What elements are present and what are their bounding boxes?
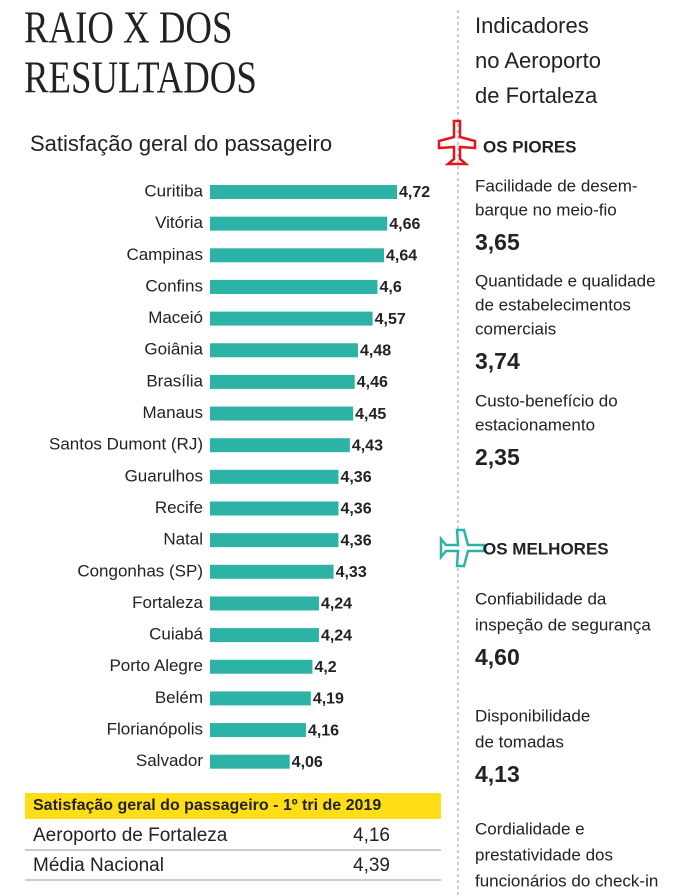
value-label: 4,2: [314, 659, 336, 676]
value-label: 4,33: [336, 564, 367, 581]
value-label: 4,46: [357, 374, 388, 391]
table-cell: 4,16: [353, 825, 390, 846]
value-label: 4,72: [399, 184, 430, 201]
indicator-label: Confiabilidade da: [475, 589, 607, 608]
section-heading: OS PIORES: [483, 137, 577, 156]
bar: [210, 406, 354, 421]
table-header: Satisfação geral do passageiro - 1º tri …: [33, 797, 381, 814]
indicator-value: 3,65: [475, 229, 520, 255]
value-label: 4,36: [340, 469, 371, 486]
bar: [210, 374, 355, 389]
bar: [210, 723, 306, 738]
category-label: Natal: [163, 530, 203, 549]
indicator-value: 4,13: [475, 761, 520, 787]
bar: [210, 343, 358, 358]
table-header-bg: [25, 793, 441, 819]
category-label: Vitória: [155, 213, 203, 232]
indicator-label: de estabelecimentos: [475, 295, 631, 314]
indicator-label: inspeção de segurança: [475, 615, 651, 634]
category-label: Recife: [155, 498, 203, 517]
chart-title: Satisfação geral do passageiro: [30, 131, 332, 156]
value-label: 4,24: [321, 596, 352, 613]
value-label: 4,36: [340, 501, 371, 518]
value-label: 4,43: [352, 437, 383, 454]
indicator-label: Custo-benefício do: [475, 391, 618, 410]
indicator-label: barque no meio-fio: [475, 200, 617, 219]
indicator-label: Cordialidade e: [475, 819, 585, 838]
category-label: Goiânia: [144, 340, 203, 359]
value-label: 4,16: [308, 722, 339, 739]
indicator-value: 4,60: [475, 644, 520, 670]
category-label: Cuiabá: [149, 625, 203, 644]
section-heading: OS MELHORES: [483, 539, 609, 558]
indicator-label: Disponibilidade: [475, 706, 590, 725]
table-cell: 4,39: [353, 855, 390, 876]
value-label: 4,06: [292, 754, 323, 771]
indicator-label: funcionários do check-in: [475, 871, 658, 890]
table-cell: Média Nacional: [33, 855, 164, 876]
category-label: Salvador: [136, 751, 203, 770]
bar: [210, 533, 339, 548]
indicator-label: prestatividade dos: [475, 845, 613, 864]
bar: [210, 659, 313, 674]
indicator-label: comerciais: [475, 319, 556, 338]
category-label: Maceió: [148, 308, 203, 327]
category-label: Brasília: [146, 371, 203, 390]
bar: [210, 216, 388, 231]
panel-title: Indicadores: [475, 13, 589, 38]
category-label: Guarulhos: [125, 466, 203, 485]
bar: [210, 691, 311, 706]
value-label: 4,45: [355, 406, 386, 423]
bar: [210, 754, 290, 769]
category-label: Campinas: [126, 245, 203, 264]
indicator-value: 2,35: [475, 444, 520, 470]
category-label: Fortaleza: [132, 593, 203, 612]
indicator-label: Facilidade de desem-: [475, 176, 638, 195]
indicator-label: Quantidade e qualidade: [475, 271, 656, 290]
category-label: Confins: [145, 276, 203, 295]
value-label: 4,57: [375, 311, 406, 328]
category-label: Curitiba: [144, 181, 203, 200]
category-label: Congonhas (SP): [77, 561, 203, 580]
bar: [210, 628, 319, 643]
plane-icon: [439, 528, 486, 568]
main-title: RAIO X DOS: [24, 3, 232, 54]
bar: [210, 469, 339, 484]
main-title: RESULTADOS: [24, 53, 257, 104]
table-cell: Aeroporto de Fortaleza: [33, 825, 228, 846]
value-label: 4,6: [379, 279, 401, 296]
value-label: 4,24: [321, 627, 352, 644]
category-label: Florianópolis: [107, 720, 203, 739]
panel-title: de Fortaleza: [475, 83, 598, 108]
indicator-value: 3,74: [475, 348, 520, 374]
bar: [210, 501, 339, 516]
bar: [210, 248, 384, 263]
category-label: Manaus: [143, 403, 203, 422]
value-label: 4,66: [389, 216, 420, 233]
category-label: Belém: [155, 688, 203, 707]
indicator-label: de tomadas: [475, 732, 564, 751]
value-label: 4,48: [360, 342, 391, 359]
indicator-label: estacionamento: [475, 415, 595, 434]
value-label: 4,19: [313, 691, 344, 708]
bar: [210, 596, 319, 611]
bar: [210, 185, 397, 199]
plane-icon: [437, 119, 477, 166]
bar: [210, 279, 378, 294]
bar: [210, 564, 334, 579]
category-label: Porto Alegre: [109, 656, 203, 675]
category-label: Santos Dumont (RJ): [49, 435, 203, 454]
bar: [210, 438, 350, 453]
value-label: 4,64: [386, 248, 417, 265]
value-label: 4,36: [340, 532, 371, 549]
panel-title: no Aeroporto: [475, 48, 601, 73]
bar: [210, 311, 373, 326]
